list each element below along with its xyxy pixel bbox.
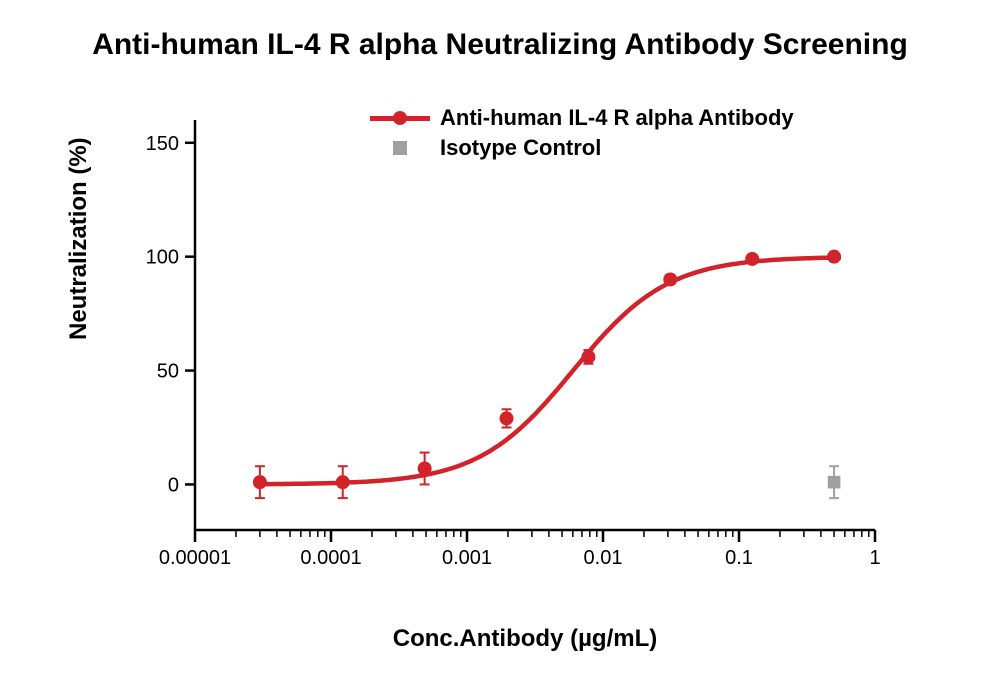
svg-text:50: 50 — [157, 361, 179, 383]
legend-item-isotype: Isotype Control — [370, 133, 794, 163]
y-axis-label: Neutralization (%) — [65, 137, 93, 340]
svg-text:0.0001: 0.0001 — [300, 547, 361, 569]
legend: Anti-human IL-4 R alpha Antibody Isotype… — [370, 103, 794, 163]
svg-text:0.00001: 0.00001 — [159, 547, 231, 569]
svg-text:1: 1 — [869, 547, 880, 569]
chart-title: Anti-human IL-4 R alpha Neutralizing Ant… — [0, 28, 1000, 62]
legend-swatch-line-icon — [370, 106, 430, 130]
svg-text:0.01: 0.01 — [584, 547, 623, 569]
legend-label: Anti-human IL-4 R alpha Antibody — [440, 105, 794, 131]
svg-text:150: 150 — [146, 133, 179, 155]
chart-plot: 050100150 0.000010.00010.0010.010.11 — [165, 110, 885, 560]
svg-text:0: 0 — [168, 474, 179, 496]
svg-text:0.1: 0.1 — [725, 547, 753, 569]
legend-swatch-square-icon — [370, 136, 430, 160]
legend-label: Isotype Control — [440, 135, 601, 161]
legend-item-antibody: Anti-human IL-4 R alpha Antibody — [370, 103, 794, 133]
x-axis-label: Conc.Antibody (µg/mL) — [165, 625, 885, 653]
svg-text:0.001: 0.001 — [442, 547, 492, 569]
svg-text:100: 100 — [146, 247, 179, 269]
